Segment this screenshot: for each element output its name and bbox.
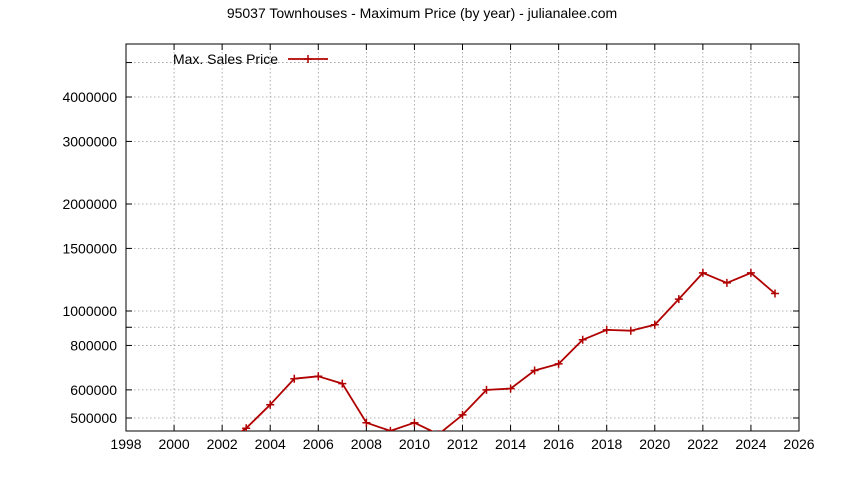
x-tick-label: 2014 [495, 436, 526, 452]
y-tick-label: 1000000 [62, 303, 117, 319]
series-line [240, 271, 776, 431]
x-tick-label: 2008 [351, 436, 382, 452]
x-tick-label: 2000 [158, 436, 189, 452]
data-point-marker [602, 325, 611, 334]
x-tick-label: 2004 [255, 436, 286, 452]
y-tick-label: 1500000 [62, 240, 117, 256]
x-tick-label: 1998 [110, 436, 141, 452]
x-tick-label: 2026 [783, 436, 814, 452]
x-tick-label: 2020 [639, 436, 670, 452]
data-point-marker [290, 374, 299, 383]
y-axis-tick-labels: 500000 600000 800000 1000000 1500000 2000000 3… [62, 89, 117, 426]
data-point-marker [242, 424, 251, 431]
data-point-marker [506, 384, 515, 393]
series-group [240, 268, 779, 431]
data-point-marker [578, 335, 587, 344]
data-point-marker [338, 379, 347, 388]
data-point-marker [314, 372, 323, 381]
x-tick-label: 2022 [687, 436, 718, 452]
x-tick-label: 2002 [207, 436, 238, 452]
data-point-marker [650, 320, 659, 329]
y-tick-label: 4000000 [62, 89, 117, 105]
axis-ticks [125, 44, 800, 431]
chart-title: 95037 Townhouses - Maximum Price (by yea… [227, 5, 617, 21]
data-point-marker [698, 268, 707, 277]
legend-marker [304, 55, 312, 63]
x-axis-tick-labels: 1998 2000 2002 2004 2006 2008 2010 2012 2014 2016… [110, 436, 814, 452]
data-point-marker [746, 268, 755, 277]
data-point-marker [410, 418, 419, 427]
y-tick-label: 2000000 [62, 196, 117, 212]
x-tick-label: 2006 [303, 436, 334, 452]
data-point-marker [386, 426, 395, 431]
legend-label: Max. Sales Price [173, 51, 278, 67]
y-tick-label: 800000 [70, 337, 117, 353]
data-point-marker [530, 366, 539, 375]
y-tick-label: 600000 [70, 382, 117, 398]
data-point-marker [626, 326, 635, 335]
x-tick-label: 2018 [591, 436, 622, 452]
legend: Max. Sales Price [173, 51, 328, 67]
data-point-marker [554, 359, 563, 368]
x-tick-label: 2016 [543, 436, 574, 452]
data-point-marker [674, 295, 683, 304]
data-point-marker [266, 400, 275, 409]
data-point-marker [458, 410, 467, 419]
data-point-marker [482, 385, 491, 394]
data-point-marker [362, 418, 371, 427]
data-point-marker [771, 289, 779, 298]
x-tick-label: 2012 [447, 436, 478, 452]
y-tick-label: 3000000 [62, 133, 117, 149]
y-tick-label: 500000 [70, 410, 117, 426]
x-tick-label: 2024 [735, 436, 766, 452]
plot-area [240, 268, 779, 431]
grid-lines [126, 44, 799, 431]
data-point-marker [722, 278, 731, 287]
x-tick-label: 2010 [399, 436, 430, 452]
